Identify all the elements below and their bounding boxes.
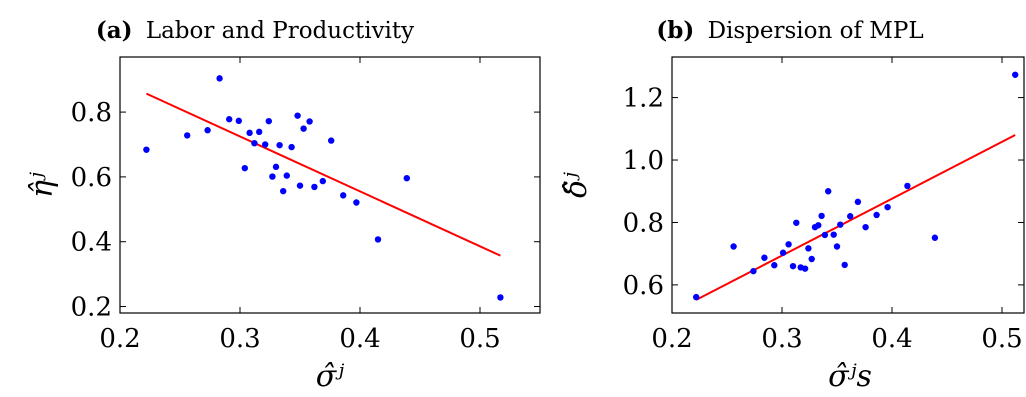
panel-a-data-point <box>216 75 223 82</box>
panel-b-x-tick-label: 0.4 <box>871 324 912 354</box>
panel-a-data-point <box>143 146 150 153</box>
panel-b-data-point <box>847 213 854 220</box>
panel-a-data-point <box>294 112 301 119</box>
panel-b-marks <box>693 71 1019 301</box>
panel-b-x-axis-label: σ̂ʲs <box>828 359 872 394</box>
panel-a-fit-line <box>145 92 501 257</box>
panel-a-data-point <box>276 141 283 149</box>
panel-a-data-point <box>328 137 335 144</box>
panel-a-labor-and-productivity: (a) Labor and Productivity 0.2 0.3 0.4 0.50… <box>25 17 541 394</box>
panel-a-marks <box>143 75 504 301</box>
panel-b-data-point <box>771 262 778 269</box>
panel-a-data-point <box>283 172 290 179</box>
panel-a-data-point <box>256 128 263 136</box>
panel-b-x-tick-label: 0.2 <box>651 324 692 354</box>
panel-a-label: (a) <box>96 17 133 44</box>
panel-b-data-point <box>854 198 862 206</box>
panel-a-data-point <box>306 118 313 125</box>
panel-a-data-point <box>204 127 211 134</box>
panel-b-y-tick-label: 1.2 <box>623 84 664 114</box>
panel-a-plot-frame <box>119 56 541 314</box>
panel-a-x-tick-label: 0.3 <box>219 324 260 354</box>
panel-a-data-point <box>262 141 269 148</box>
panel-b-data-point <box>693 293 700 301</box>
panel-b-data-point <box>808 255 815 263</box>
panel-b-data-point <box>830 231 837 238</box>
panel-a-data-point <box>288 143 295 151</box>
panel-b-x-tick-label: 0.3 <box>761 324 802 354</box>
panel-b-data-point <box>761 254 768 261</box>
panel-a-data-point <box>226 116 233 123</box>
panel-b-data-point <box>805 245 812 252</box>
panel-b-data-point <box>825 188 832 195</box>
panel-a-ticks: 0.2 0.3 0.4 0.5 0.2 0.4 0.6 0.8 <box>71 57 540 354</box>
panel-b-data-point <box>837 221 844 228</box>
panel-a-data-point <box>340 192 347 199</box>
panel-a-data-point <box>246 129 253 137</box>
panel-a-data-point <box>300 125 307 132</box>
panel-b-data-point <box>862 223 869 231</box>
panel-b-data-point <box>931 234 939 241</box>
panel-b-x-tick-label: 0.5 <box>981 324 1022 354</box>
panel-a-data-point <box>251 139 258 147</box>
panel-b-label: (b) <box>656 17 694 44</box>
panel-a-data-point <box>265 117 272 125</box>
panel-b-data-point <box>785 241 792 248</box>
panel-b-data-point <box>750 267 757 275</box>
panel-b-data-point <box>730 243 737 250</box>
panel-b-data-point <box>779 249 787 256</box>
panel-b-fit-line <box>695 134 1016 301</box>
panel-b-data-point <box>821 231 829 239</box>
panel-a-data-point <box>235 117 242 125</box>
panel-a-x-tick-label: 0.5 <box>459 324 500 354</box>
panel-a-data-point <box>311 183 318 191</box>
panel-a-x-axis-label: σ̂ʲ <box>316 359 344 394</box>
panel-a-x-tick-label: 0.4 <box>339 324 380 354</box>
panel-b-data-point <box>833 243 841 250</box>
panel-b-title: (b) Dispersion of MPL <box>656 17 923 44</box>
panel-b-plot-frame <box>671 56 1025 314</box>
panel-a-data-point <box>241 164 248 172</box>
panel-a-y-tick-label: 0.2 <box>71 293 112 323</box>
panel-b-data-point <box>793 219 800 226</box>
panel-b-y-tick-label: 0.8 <box>623 208 664 238</box>
panel-b-ticks: 0.2 0.3 0.4 0.5 0.6 0.8 1.0 1.2 <box>623 57 1024 354</box>
panel-b-data-point <box>884 203 891 211</box>
panel-b-data-point <box>1012 71 1019 78</box>
panel-a-data-point <box>319 177 326 185</box>
panel-a-data-point <box>403 174 410 182</box>
panel-a-x-tick-label: 0.2 <box>99 324 140 354</box>
panel-a-y-tick-label: 0.6 <box>71 163 112 193</box>
panel-b-data-point <box>904 182 911 190</box>
panel-a-data-point <box>296 182 304 189</box>
panel-b-data-point <box>841 261 848 269</box>
panel-a-data-point <box>497 294 504 301</box>
panel-a-y-axis-label: η̂ʲ <box>25 172 60 198</box>
panel-a-title-text: Labor and Productivity <box>146 18 414 44</box>
panel-a-title: (a) Labor and Productivity <box>96 17 414 44</box>
panel-b-data-point <box>873 211 880 219</box>
panel-b-data-point <box>815 222 822 229</box>
panel-a-data-point <box>184 132 191 139</box>
panel-b-y-axis-label: δ̂ʲ <box>559 172 594 198</box>
panel-b-y-tick-label: 1.0 <box>623 146 664 176</box>
panel-a-data-point <box>353 199 360 206</box>
panel-b-title-text: Dispersion of MPL <box>708 18 924 44</box>
panel-a-y-tick-label: 0.8 <box>71 98 112 128</box>
panel-b-data-point <box>818 212 825 220</box>
panel-b-data-point <box>789 262 797 270</box>
panel-a-data-point <box>272 163 280 171</box>
panel-b-dispersion-of-mpl: (b) Dispersion of MPL 0.2 0.3 0.4 0.5 0.6 0.8… <box>559 17 1025 394</box>
panel-a-y-tick-label: 0.4 <box>71 228 112 258</box>
panel-b-data-point <box>801 265 809 272</box>
panel-a-data-point <box>269 173 276 180</box>
panel-a-data-point <box>374 236 382 243</box>
panel-b-y-tick-label: 0.6 <box>623 271 664 301</box>
panel-a-data-point <box>280 187 287 195</box>
